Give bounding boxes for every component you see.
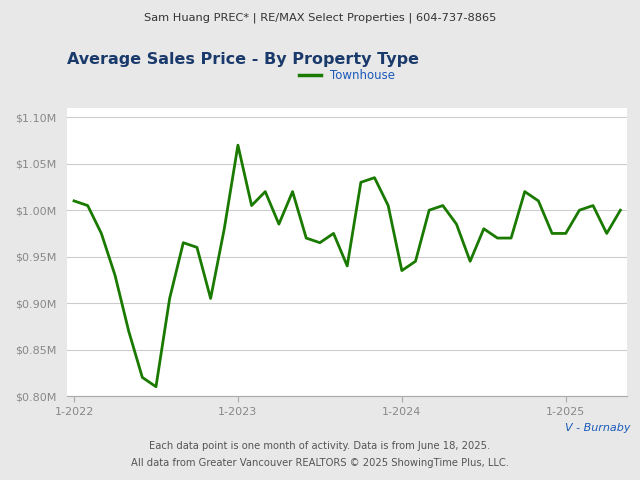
Text: All data from Greater Vancouver REALTORS © 2025 ShowingTime Plus, LLC.: All data from Greater Vancouver REALTORS… xyxy=(131,458,509,468)
Text: Each data point is one month of activity. Data is from June 18, 2025.: Each data point is one month of activity… xyxy=(149,441,491,451)
Legend: Townhouse: Townhouse xyxy=(300,69,395,82)
Text: Average Sales Price - By Property Type: Average Sales Price - By Property Type xyxy=(67,52,419,67)
Text: V - Burnaby: V - Burnaby xyxy=(565,423,630,433)
Text: Sam Huang PREC* | RE/MAX Select Properties | 604-737-8865: Sam Huang PREC* | RE/MAX Select Properti… xyxy=(144,12,496,23)
